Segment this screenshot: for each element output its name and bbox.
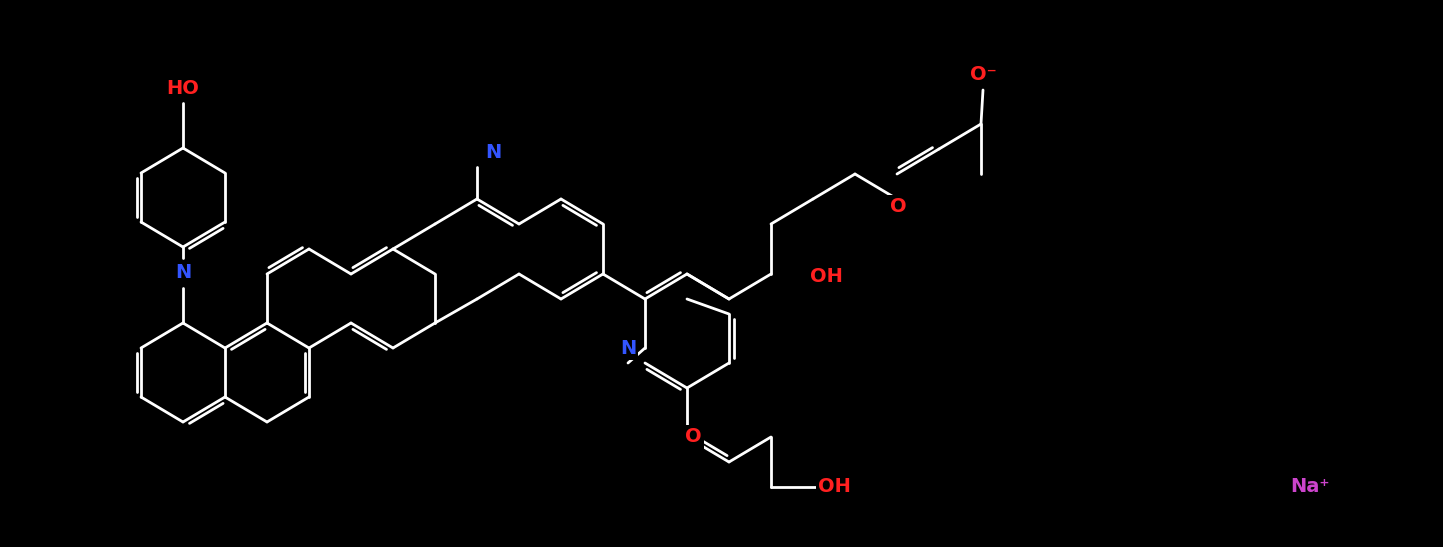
Text: OH: OH: [818, 478, 851, 497]
Text: Na⁺: Na⁺: [1290, 478, 1330, 497]
Text: O⁻: O⁻: [970, 66, 996, 84]
Text: OH: OH: [810, 267, 843, 287]
Text: O: O: [684, 428, 701, 446]
Text: N: N: [485, 143, 501, 161]
Text: N: N: [620, 339, 636, 358]
Text: HO: HO: [166, 79, 199, 97]
Text: N: N: [175, 264, 190, 282]
Text: O: O: [890, 197, 906, 217]
